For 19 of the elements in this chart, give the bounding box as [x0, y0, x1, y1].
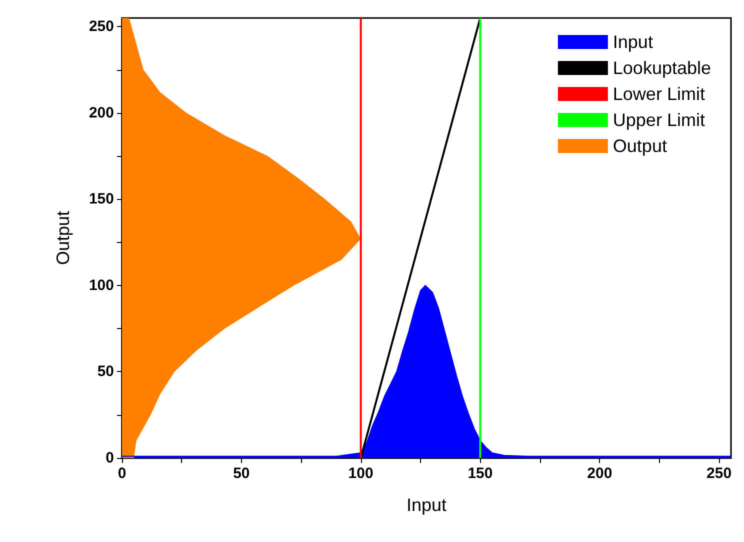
x-tick-label: 100 [348, 465, 374, 482]
legend-label: Lower Limit [612, 84, 705, 104]
y-axis-title: Output [53, 210, 73, 266]
x-tick-label: 0 [118, 465, 126, 482]
legend-label: Lookuptable [612, 58, 712, 78]
x-axis-title: Input [406, 495, 447, 515]
y-tick-label: 0 [106, 450, 114, 466]
x-tick-label: 250 [706, 465, 732, 482]
x-tick-label: 150 [468, 465, 493, 482]
y-tick-label: 250 [88, 18, 114, 36]
y-tick-label: 200 [88, 104, 114, 122]
y-tick-label: 100 [88, 276, 114, 294]
legend-label: Input [612, 32, 653, 52]
y-tick-label: 50 [97, 363, 114, 380]
legend-label: Output [612, 136, 667, 156]
y-tick-label: 150 [88, 190, 114, 208]
x-tick-label: 50 [233, 465, 250, 482]
x-tick-label: 200 [587, 465, 612, 482]
legend-label: Upper Limit [612, 110, 705, 130]
